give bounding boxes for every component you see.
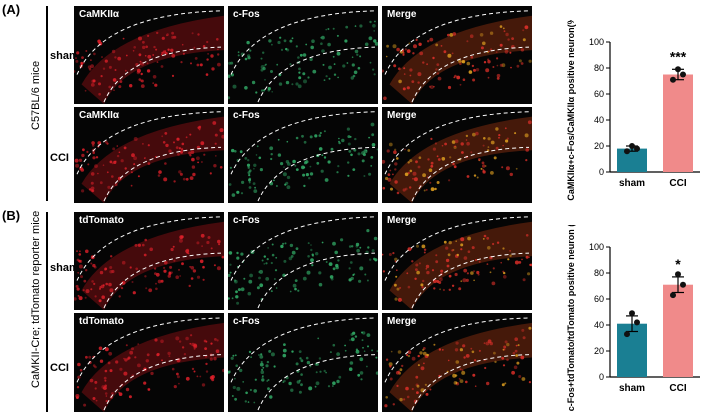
micrograph-channel-label: c-Fos — [233, 110, 260, 121]
micrograph-channel-label: c-Fos — [233, 316, 260, 327]
micrograph-channel-label: CaMKIIα — [79, 9, 120, 20]
micrograph-a-sham-cfos: c-Fos — [228, 6, 378, 104]
chart-b-x-label-CCI: CCI — [669, 383, 686, 394]
micrograph-channel-label: c-Fos — [233, 215, 260, 226]
chart-a-y-tick-label: 80 — [594, 63, 604, 73]
chart-a-data-point — [629, 143, 635, 149]
panel-a-divider — [46, 6, 48, 201]
panel-b-divider — [46, 212, 48, 412]
micrograph-b-cci-marker: tdTomato — [74, 313, 224, 412]
micrograph-a-sham-marker: CaMKIIα — [74, 6, 224, 104]
chart-b-data-point — [629, 310, 635, 317]
chart-a-bar-sham — [617, 148, 647, 172]
micrograph-b-sham-merge: Merge — [382, 212, 532, 310]
chart-b-ylabel: c-Fos+tdTomato/tdTomato positive neuron … — [566, 225, 576, 411]
micrograph-channel-label: tdTomato — [79, 316, 124, 327]
chart-b-y-tick-label: 0 — [599, 372, 604, 382]
chart-b-bar-CCI — [663, 284, 693, 377]
chart-a-data-point — [634, 145, 640, 152]
chart-a-data-point — [670, 76, 676, 83]
chart-b-y-tick-label: 20 — [594, 346, 604, 356]
micrograph-b-sham-marker: tdTomato — [74, 212, 224, 310]
chart-b-data-point — [634, 319, 640, 326]
chart-b-data-point — [624, 331, 630, 338]
chart-b-significance: * — [675, 256, 681, 272]
chart-b-data-point — [675, 271, 681, 278]
panel-b-label: (B) — [2, 208, 21, 223]
panel-b-group-label: CaMKII-Cre; tdTomato reporter mice — [30, 210, 42, 388]
chart-a-x-label-sham: sham — [619, 178, 645, 189]
micrograph-channel-label: Merge — [387, 316, 417, 327]
micrograph-a-cci-cfos: c-Fos — [228, 107, 378, 203]
micrograph-a-sham-merge: Merge — [382, 6, 532, 104]
chart-a-y-tick-label: 20 — [594, 141, 604, 151]
micrograph-a-cci-merge: Merge — [382, 107, 532, 203]
micrograph-channel-label: Merge — [387, 9, 417, 20]
panel-a-label: (A) — [2, 2, 21, 17]
micrograph-channel-label: Merge — [387, 215, 417, 226]
chart-a-y-tick-label: 100 — [589, 37, 604, 47]
micrograph-channel-label: c-Fos — [233, 9, 260, 20]
chart-a-x-label-CCI: CCI — [669, 178, 686, 189]
chart-a-ylabel: CaMKIIα+c-Fos/CaMKIIα positive neuron(%) — [566, 20, 576, 201]
panel-b-row-cci-label: CCI — [50, 362, 69, 374]
chart-a-y-tick-label: 0 — [599, 167, 604, 177]
chart-a-significance: *** — [670, 48, 687, 64]
chart-b: 0 20 40 60 80 100 sham CCI * c-Fos+tdTomato/tdTom… — [560, 213, 709, 415]
micrograph-a-cci-marker: CaMKIIα — [74, 107, 224, 203]
chart-b-x-label-sham: sham — [619, 383, 645, 394]
chart-a-bar-CCI — [663, 74, 693, 172]
micrograph-b-cci-merge: Merge — [382, 313, 532, 412]
chart-b-y-tick-label: 60 — [594, 294, 604, 304]
micrograph-channel-label: Merge — [387, 110, 417, 121]
chart-b-y-tick-label: 100 — [589, 242, 604, 252]
panel-b-row-sham-label: sham — [50, 262, 79, 274]
micrograph-channel-label: tdTomato — [79, 215, 124, 226]
panel-a-row-sham-label: sham — [50, 50, 79, 62]
chart-a-data-point — [624, 148, 630, 155]
chart-a-y-tick-label: 60 — [594, 89, 604, 99]
micrograph-b-cci-cfos: c-Fos — [228, 313, 378, 412]
micrograph-b-sham-cfos: c-Fos — [228, 212, 378, 310]
chart-b-data-point — [670, 292, 676, 299]
panel-a-row-cci-label: CCI — [50, 152, 69, 164]
chart-b-y-tick-label: 80 — [594, 268, 604, 278]
chart-a-data-point — [675, 66, 681, 73]
chart-a: 0 20 40 60 80 100 sham CCI *** CaMKIIα+c-Fos/CaMK… — [560, 13, 709, 210]
panel-a-group-label: C57BL/6 mice — [30, 60, 42, 130]
chart-b-data-point — [680, 281, 686, 288]
chart-b-y-tick-label: 40 — [594, 320, 604, 330]
chart-a-y-tick-label: 40 — [594, 115, 604, 125]
chart-a-data-point — [680, 71, 686, 78]
micrograph-channel-label: CaMKIIα — [79, 110, 120, 121]
chart-b-bar-sham — [617, 323, 647, 377]
